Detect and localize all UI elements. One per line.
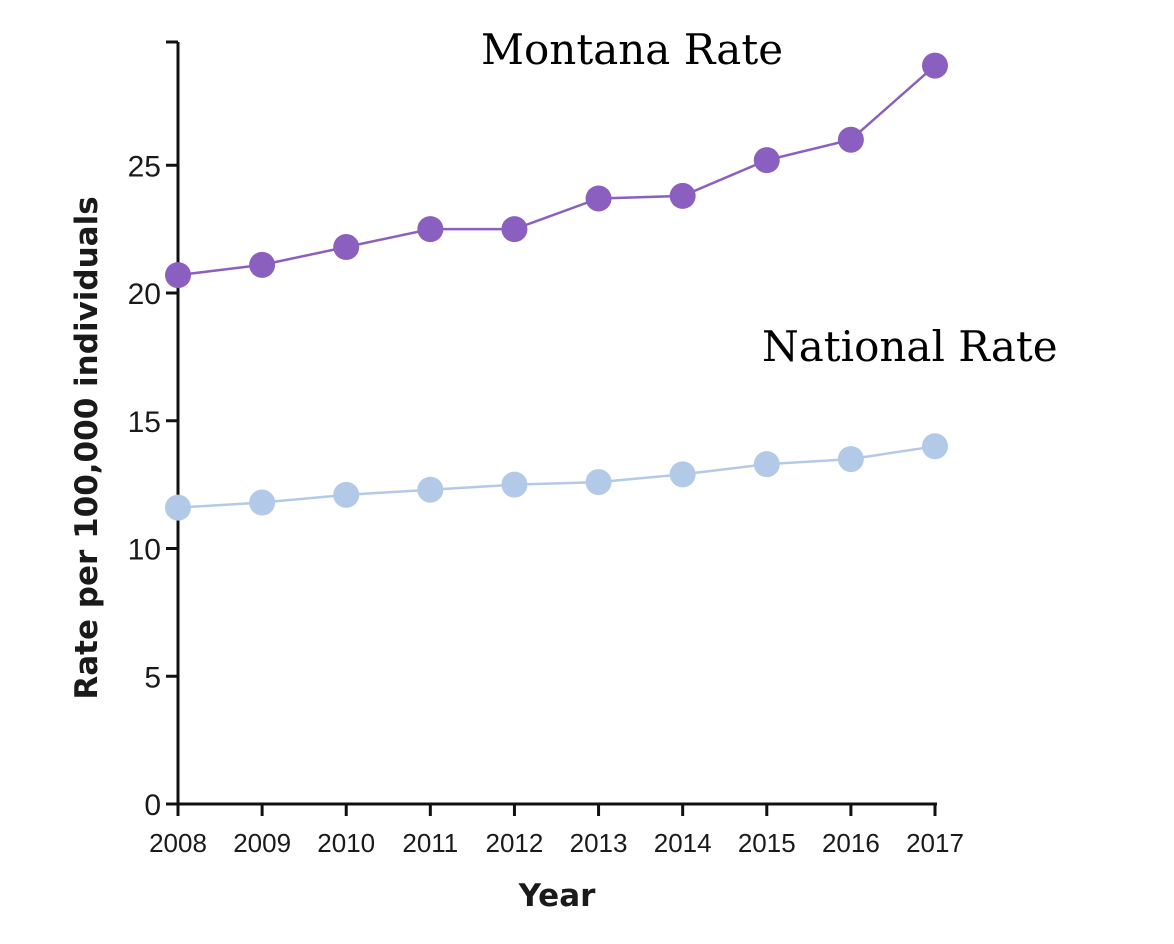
x-tick-label: 2015 (738, 828, 796, 858)
montana-rate-line (177, 64, 936, 277)
national-rate-point (922, 433, 948, 460)
montana-rate-point (333, 234, 360, 261)
national-rate-point (249, 489, 276, 516)
montana-rate-point (249, 251, 276, 278)
x-tick-label: 2014 (654, 828, 712, 858)
montana-rate-point (585, 185, 612, 212)
national-rate-point (669, 461, 696, 488)
montana-rate-point (837, 126, 864, 153)
montana-rate-point (753, 147, 780, 174)
montana-rate-point (669, 182, 696, 209)
axes: 0 5 10 15 20 25 2008 2009 2010 2011 2012 2013 2014 20… (128, 40, 964, 858)
y-tick-label: 20 (128, 278, 161, 311)
y-tick-label: 15 (128, 406, 161, 439)
national-rate-point (417, 476, 444, 503)
y-tick-label: 0 (144, 789, 161, 822)
x-tick-label: 2012 (486, 828, 544, 858)
montana-rate-point (922, 52, 948, 79)
x-tick-label: 2009 (233, 828, 291, 858)
y-axis-title: Rate per 100,000 individuals (69, 196, 105, 699)
montana-rate-point (417, 216, 444, 243)
x-tick-label: 2016 (822, 828, 880, 858)
x-tick-label: 2008 (149, 828, 207, 858)
x-tick-label: 2010 (317, 828, 375, 858)
national-rate-line (177, 445, 936, 509)
national-rate-point (333, 481, 360, 508)
x-tick-label: 2013 (570, 828, 628, 858)
series-layer (165, 52, 948, 521)
y-tick-label: 5 (144, 661, 161, 694)
national-rate-label: National Rate (762, 322, 1058, 371)
national-rate-point (837, 446, 864, 473)
montana-rate-point (501, 216, 528, 243)
x-tick-label: 2017 (906, 828, 964, 858)
national-rate-series (165, 433, 948, 521)
national-rate-point (753, 451, 780, 478)
x-axis-title: Year (518, 878, 597, 914)
national-rate-point (165, 494, 191, 521)
national-rate-point (501, 471, 528, 498)
y-tick-label: 10 (128, 534, 161, 567)
x-tick-label: 2011 (402, 828, 458, 858)
montana-rate-series (165, 52, 948, 289)
national-rate-point (585, 469, 612, 496)
montana-rate-label: Montana Rate (481, 25, 783, 74)
montana-rate-point (165, 262, 191, 289)
y-tick-label: 25 (128, 150, 161, 183)
